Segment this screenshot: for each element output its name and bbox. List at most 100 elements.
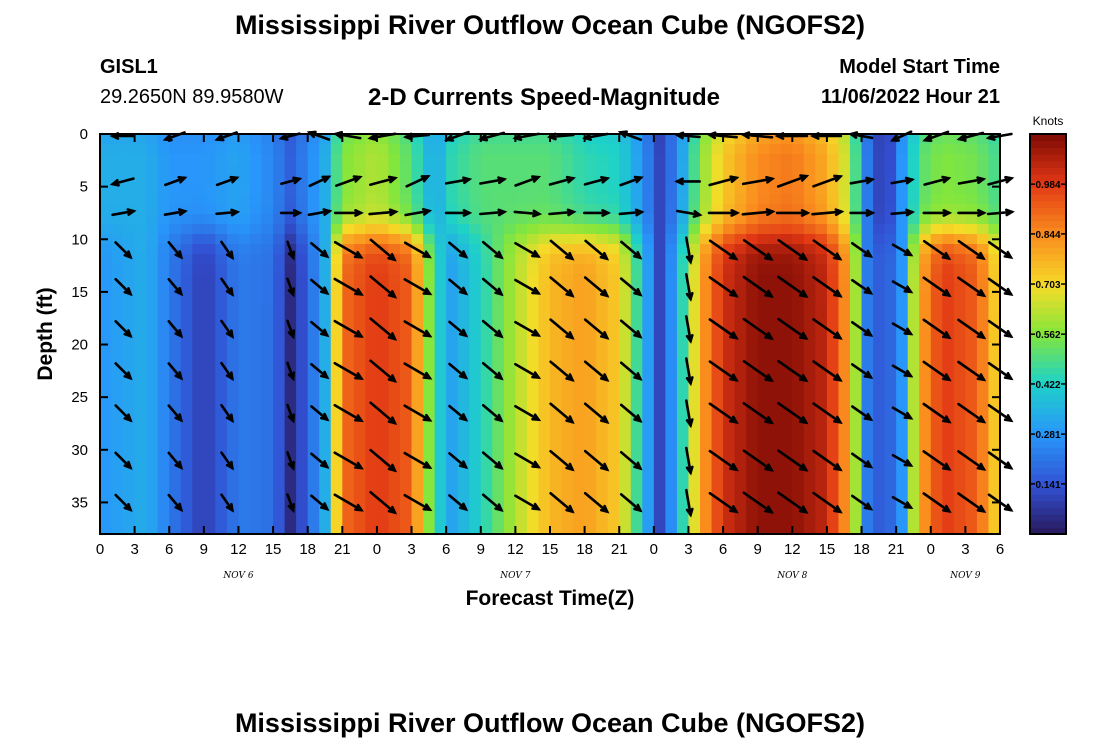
heat-cell	[792, 434, 805, 445]
vector-head	[458, 413, 469, 422]
heat-cell	[307, 214, 320, 225]
heat-cell	[157, 524, 170, 535]
heat-cell	[526, 134, 540, 145]
heat-cell	[134, 474, 147, 485]
vector-shaft	[403, 362, 432, 380]
heat-cell	[169, 404, 182, 415]
heat-cell	[850, 374, 863, 385]
heat-cell	[561, 214, 574, 225]
heat-cell	[884, 204, 897, 215]
heat-cell	[273, 324, 286, 335]
heat-cell	[273, 444, 286, 455]
heat-cell	[930, 134, 943, 145]
heat-cell	[896, 494, 909, 505]
heat-cell	[815, 454, 828, 465]
vector-shaft	[850, 494, 873, 511]
heat-cell	[550, 204, 563, 215]
heat-cell	[365, 424, 378, 435]
heat-cell	[826, 204, 840, 215]
vector-shaft	[549, 449, 574, 471]
heat-cell	[423, 304, 436, 315]
heat-cell	[492, 384, 505, 395]
heat-cell	[746, 384, 759, 395]
heat-cell	[388, 304, 401, 315]
vector-head	[178, 208, 188, 216]
heat-cell	[896, 444, 909, 455]
heat-cell	[734, 384, 747, 395]
heat-cell	[480, 274, 493, 285]
heat-cell	[226, 424, 240, 435]
heat-cell	[746, 134, 759, 145]
vector-head	[320, 502, 330, 511]
heat-cell	[261, 444, 274, 455]
heat-cell	[296, 414, 309, 425]
heat-cell	[988, 354, 1001, 365]
heat-cell	[780, 254, 793, 265]
heat-cell	[273, 164, 286, 175]
heat-cell	[434, 294, 447, 305]
heat-cell	[284, 304, 297, 315]
heat-cell	[538, 394, 551, 405]
heat-cell	[873, 514, 886, 525]
heat-cell	[307, 244, 320, 255]
heat-cell	[792, 244, 805, 255]
heat-cell	[942, 144, 955, 155]
vector-head	[633, 330, 643, 339]
heat-cell	[261, 484, 274, 495]
heat-cell	[746, 184, 759, 195]
heat-cell	[538, 524, 551, 535]
heat-cell	[296, 454, 309, 465]
heat-cell	[596, 214, 609, 225]
heat-cell	[803, 134, 816, 145]
vector-head	[387, 252, 397, 262]
heat-cell	[642, 404, 655, 415]
heat-cell	[861, 344, 874, 355]
heat-cell	[330, 214, 343, 225]
heat-cell	[284, 424, 297, 435]
heat-cell	[734, 224, 747, 235]
heat-cell	[700, 394, 713, 405]
heat-cell	[965, 264, 978, 275]
heat-cell	[850, 264, 863, 275]
heat-cell	[953, 484, 966, 495]
vector-shaft	[708, 176, 738, 187]
heat-cell	[400, 144, 413, 155]
vector-head	[174, 329, 184, 339]
heat-cell	[215, 434, 228, 445]
heat-cell	[780, 364, 793, 375]
heat-cell	[550, 164, 563, 175]
current-vector	[481, 277, 504, 297]
current-vector	[481, 403, 504, 423]
heat-cell	[584, 364, 597, 375]
current-vector	[167, 320, 184, 339]
heat-cell	[803, 294, 816, 305]
heat-cell	[100, 524, 113, 535]
heat-cell	[446, 294, 459, 305]
heat-cell	[238, 474, 251, 485]
heat-cell	[665, 414, 678, 425]
vector-shaft	[708, 360, 738, 382]
vector-shaft	[167, 362, 183, 380]
heat-cell	[492, 494, 505, 505]
vector-head	[494, 503, 504, 513]
vector-shaft	[742, 317, 773, 340]
vector-shaft	[514, 404, 540, 421]
heat-cell	[261, 524, 274, 535]
heat-cell	[376, 274, 390, 285]
heat-cell	[757, 494, 770, 505]
heat-cell	[757, 384, 770, 395]
heat-cell	[146, 244, 159, 255]
heat-cell	[146, 404, 159, 415]
heat-cell	[146, 374, 159, 385]
heat-cell	[919, 514, 932, 525]
heat-cell	[296, 484, 309, 495]
heat-cell	[734, 354, 747, 365]
heat-cell	[457, 144, 470, 155]
x-tick-label: 18	[576, 541, 593, 558]
heat-cell	[503, 154, 516, 165]
heat-cell	[157, 504, 170, 515]
heat-cell	[803, 144, 816, 155]
current-vector	[448, 241, 469, 259]
heat-cell	[538, 224, 551, 235]
colorbar-cell	[1030, 194, 1066, 202]
